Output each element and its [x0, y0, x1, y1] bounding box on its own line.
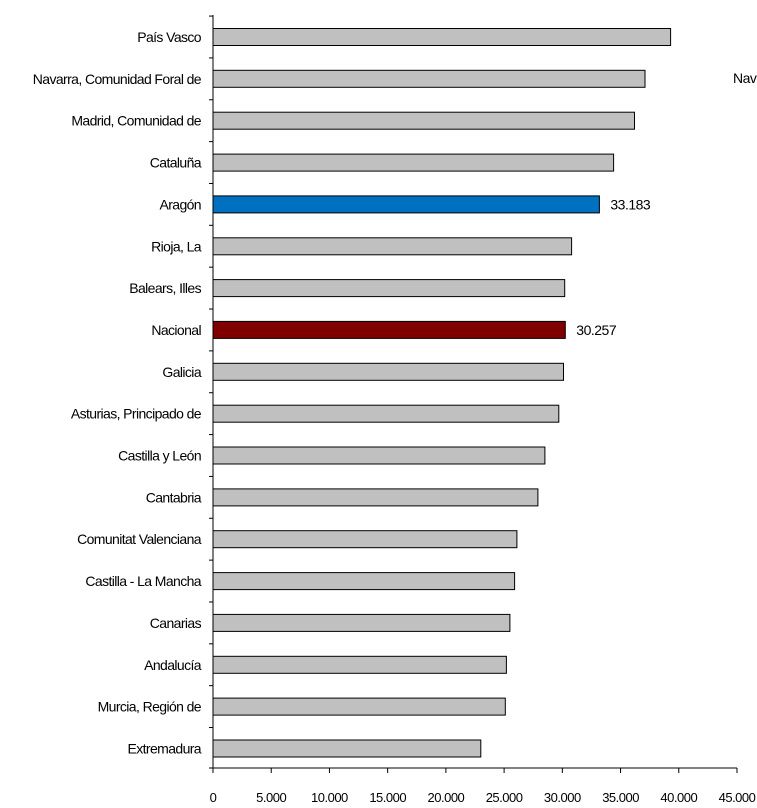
x-tick-labels: 0 5.000 10.000 15.000 20.000 25.000 30.000 35.0…: [210, 790, 757, 805]
bar: [212, 362, 564, 381]
category-label: País Vasco: [137, 29, 202, 45]
side-label: Nav: [733, 70, 757, 86]
axes-layer: [209, 15, 738, 773]
bar: [212, 655, 507, 674]
bar: [212, 279, 566, 298]
x-tick-label: 0: [210, 790, 217, 805]
category-label: Extremadura: [127, 741, 201, 757]
category-label: Madrid, Comunidad de: [71, 113, 201, 129]
category-label: Galicia: [162, 364, 201, 380]
bar: [212, 446, 546, 465]
category-labels: País Vasco Navarra, Comunidad Foral de Mad…: [33, 29, 203, 757]
bar: [212, 697, 506, 716]
data-label: 30.257: [576, 322, 617, 338]
bar: [212, 739, 482, 758]
bar: [212, 237, 573, 256]
bar: [212, 404, 560, 423]
bar: [212, 530, 518, 549]
category-label: Cantabria: [146, 489, 202, 505]
bar: [212, 613, 511, 632]
x-tick-label: 25.000: [486, 790, 523, 805]
x-tick-label: 20.000: [428, 790, 465, 805]
x-tick-label: 35.000: [602, 790, 639, 805]
category-label: Andalucía: [144, 657, 202, 673]
bar: [212, 153, 615, 172]
bars-layer: [212, 28, 672, 758]
category-label: Rioja, La: [151, 238, 202, 254]
x-tick-label: 10.000: [311, 790, 348, 805]
category-label: Cataluña: [150, 155, 202, 171]
category-label: Balears, Illes: [129, 280, 201, 296]
category-label: Asturias, Principado de: [71, 406, 202, 422]
category-label: Nacional: [151, 322, 201, 338]
category-label: Aragón: [159, 196, 201, 212]
category-label: Canarias: [150, 615, 202, 631]
x-tick-label: 40.000: [660, 790, 697, 805]
bar: [212, 320, 566, 339]
bar: [212, 488, 539, 507]
bar: [212, 572, 516, 591]
data-label: 33.183: [610, 196, 651, 212]
category-label: Comunitat Valenciana: [77, 531, 202, 547]
x-tick-label: 45.000: [719, 790, 756, 805]
category-label: Castilla y León: [118, 448, 201, 464]
x-tick-label: 5.000: [256, 790, 286, 805]
x-tick-label: 30.000: [544, 790, 581, 805]
category-label: Navarra, Comunidad Foral de: [33, 71, 202, 87]
bar: [212, 28, 672, 46]
category-label: Murcia, Región de: [98, 699, 202, 715]
x-tick-label: 15.000: [369, 790, 406, 805]
bar: [212, 69, 646, 88]
data-labels: 33.183 30.257: [576, 196, 651, 338]
bar: [212, 111, 635, 130]
bar: [212, 195, 600, 214]
category-label: Castilla - La Mancha: [85, 573, 201, 589]
